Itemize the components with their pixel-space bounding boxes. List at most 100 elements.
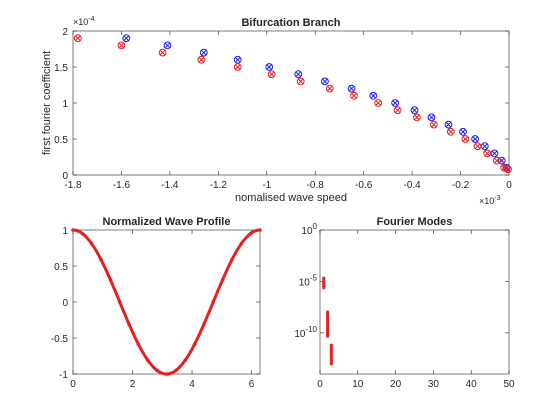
modes-xtick-label: 10 [352,379,364,390]
branch-point [117,41,126,50]
modes-ytick-label-base: 10 [301,226,313,237]
branch-point-cross-b [268,71,275,77]
profile-ytick-label: 0.5 [54,262,68,273]
branch-point-cross-b [198,57,205,63]
modes-point [326,328,329,332]
branch-point [122,34,131,43]
branch-xtick-label: -1.6 [113,180,131,191]
modes-ytick-label: 10-10 [294,325,317,340]
branch-ytick-label: 0.5 [54,135,68,146]
branch-point-circle [369,91,378,100]
branch-point-cross-b [234,64,241,70]
profile-point [155,368,159,373]
profile-title: Normalized Wave Profile [103,216,231,228]
modes-ytick-label-base: 10 [299,277,311,288]
branch-xtick-label: 0 [506,180,512,191]
profile-point [211,300,216,304]
branch-point-cross-b [414,114,420,121]
branch-point-cross-b [375,100,381,106]
branch-point [296,77,305,86]
branch-point-circle [473,142,482,151]
branch-point-circle [347,84,356,93]
branch-point-circle [461,135,470,143]
modes-point [326,334,329,338]
branch-point-circle [117,41,126,50]
branch-point-circle [267,70,276,79]
modes-point [326,326,329,330]
branch-point-cross-b [392,100,398,106]
modes-point [326,330,329,334]
branch-point-circle [233,63,242,71]
branch-point-cross-b [462,136,469,142]
modes-point [326,313,329,317]
modes-point [329,350,333,354]
branch-point [473,142,482,151]
branch-point-circle [410,106,419,115]
branch-ytick-label: 1 [62,99,68,110]
profile-point [183,358,187,363]
branch-point [413,113,421,122]
branch-point [321,77,329,86]
branch-point [483,149,492,158]
branch-point-circle [444,120,453,129]
branch-point [393,106,402,115]
branch-point-cross-b [491,150,498,157]
modes-point [329,354,333,359]
branch-point-circle [483,149,492,158]
modes-xtick-label: 40 [466,379,478,390]
branch-point [199,48,208,57]
profile-point [230,257,234,262]
branch-point-cross-b [411,107,418,113]
profile-ytick-label: -0.5 [51,334,69,345]
branch-point-cross-b [201,49,207,56]
branch-point-cross-b [370,93,377,99]
profile-point [239,241,244,246]
branch-point [158,48,167,57]
branch-point-cross-b [505,166,511,172]
modes-title: Fourier Modes [377,216,453,228]
modes-point [322,286,326,290]
modes-point [329,343,333,348]
branch-xtick-label: -0.4 [403,180,421,191]
profile-point [258,228,262,232]
branch-point [369,91,378,100]
modes-ytick-label-exponent: -10 [305,325,317,334]
modes-point [326,317,329,322]
branch-point-cross-b [445,121,452,128]
branch-point-cross-b [322,78,328,85]
branch-point-circle [158,48,167,57]
branch-point-cross-b [326,85,333,92]
branch-point-cross-b [448,129,454,135]
modes-xtick-label: 30 [428,379,440,390]
profile-point [117,300,122,304]
profile-ytick-label: -1 [59,370,68,381]
branch-point [492,156,501,165]
branch-point [325,84,334,93]
branch-point [446,127,455,136]
modes-axes-box [319,229,510,375]
branch-xtick-label: -0.2 [452,180,470,191]
branch-point [233,63,242,71]
profile-point [71,228,75,232]
profile-point [202,322,206,327]
branch-point-cross-b [266,64,272,70]
branch-point-cross-b [75,35,81,41]
branch-point-circle [430,120,438,129]
branch-ytick-label: 2 [62,27,68,38]
branch-xtick-label: -1.8 [64,180,82,191]
branch-point-circle [199,48,208,57]
branch-point-circle [471,135,479,143]
profile-point [164,372,169,376]
modes-point [329,362,333,366]
modes-ytick-label-exponent: 0 [313,222,318,231]
branch-point-circle [374,99,383,107]
branch-point-circle [492,156,501,165]
branch-point [350,91,358,100]
branch-point [267,70,276,79]
branch-point-circle [413,113,421,122]
branch-point-cross-b [348,85,355,92]
branch-point-cross-b [159,49,166,56]
profile-xtick-label: 2 [130,379,136,390]
modes-point [329,360,333,364]
